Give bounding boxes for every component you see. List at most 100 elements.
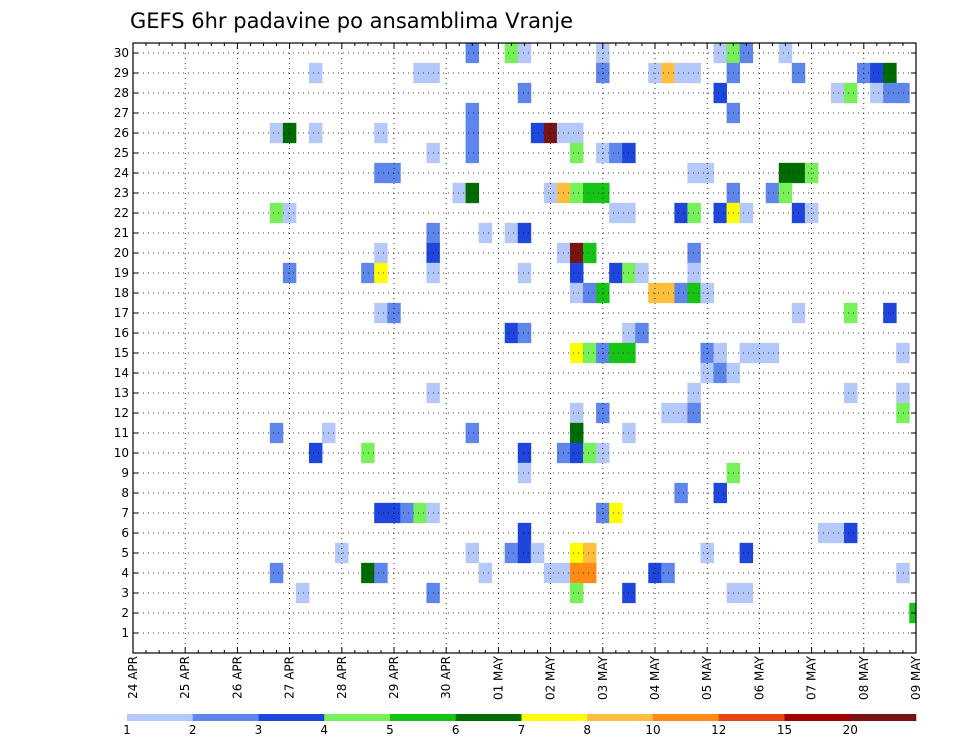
heatmap-cell	[400, 502, 414, 524]
heatmap-cell	[609, 142, 623, 164]
y-tick-label: 20	[114, 246, 129, 260]
x-tick-label: 24 APR	[126, 656, 140, 699]
heatmap-cell	[844, 302, 858, 324]
heatmap-cell	[713, 82, 727, 104]
y-tick-label: 25	[114, 146, 129, 160]
x-tick-label: 06 MAY	[752, 655, 766, 700]
colorbar-tick-label: 2	[189, 723, 197, 737]
heatmap-cell	[374, 162, 388, 184]
heatmap-cell	[687, 382, 701, 404]
heatmap-cell	[517, 222, 532, 244]
heatmap-cell	[361, 442, 375, 464]
heatmap-cell	[517, 442, 532, 464]
x-tick-label: 04 MAY	[648, 655, 662, 700]
colorbar-tick-label: 20	[843, 723, 858, 737]
colorbar-tick-label: 3	[255, 723, 263, 737]
colorbar-swatch	[653, 714, 720, 721]
heatmap-cell	[569, 442, 584, 464]
heatmap-cell	[413, 502, 427, 524]
y-tick-label: 1	[121, 626, 129, 640]
heatmap-cell	[609, 502, 623, 524]
heatmap-cell	[308, 62, 323, 84]
x-tick-label: 02 MAY	[544, 655, 558, 700]
x-tick-label: 30 APR	[439, 656, 453, 699]
heatmap-cell	[569, 122, 584, 144]
heatmap-cell	[465, 42, 480, 64]
heatmap-cell	[739, 202, 754, 224]
heatmap-cell	[713, 362, 727, 384]
heatmap-cell	[609, 342, 623, 364]
heatmap-cell	[609, 202, 623, 224]
heatmap-cell	[569, 262, 584, 284]
x-tick-label: 01 MAY	[491, 655, 505, 700]
heatmap-cell	[583, 242, 597, 264]
heatmap-cell	[569, 402, 584, 424]
y-tick-label: 26	[114, 126, 129, 140]
x-tick-label: 26 APR	[230, 656, 244, 699]
heatmap-cell	[765, 182, 780, 204]
colorbar-swatch	[127, 714, 194, 721]
heatmap-cell	[569, 582, 584, 604]
heatmap-cell	[583, 282, 597, 304]
heatmap-cell	[569, 182, 584, 204]
colorbar-tick-label: 5	[386, 723, 394, 737]
heatmap-cell	[883, 82, 897, 104]
heatmap-cell	[465, 142, 480, 164]
heatmap-cell	[504, 542, 519, 564]
colorbar-swatch	[521, 714, 588, 721]
heatmap-cell	[530, 542, 545, 564]
heatmap-cell	[269, 562, 284, 584]
heatmap-cell	[569, 242, 584, 264]
heatmap-cell	[687, 242, 701, 264]
heatmap-cell	[569, 422, 584, 444]
heatmap-cell	[896, 342, 910, 364]
y-tick-label: 15	[114, 346, 129, 360]
heatmap-cell	[517, 262, 532, 284]
y-tick-label: 22	[114, 206, 129, 220]
heatmap-cell	[452, 182, 466, 204]
heatmap-cell	[517, 462, 532, 484]
heatmap-cell	[687, 202, 701, 224]
y-tick-label: 29	[114, 66, 129, 80]
heatmap-cell	[569, 342, 584, 364]
colorbar-tick-label: 1	[123, 723, 131, 737]
heatmap-cell	[674, 62, 688, 84]
heatmap-cell	[413, 62, 427, 84]
heatmap-cell	[739, 582, 754, 604]
heatmap-cell	[778, 42, 793, 64]
heatmap-cell	[374, 562, 388, 584]
heatmap-cell	[896, 82, 910, 104]
heatmap-cell	[883, 302, 897, 324]
y-tick-label: 12	[114, 406, 129, 420]
y-tick-label: 23	[114, 186, 129, 200]
heatmap-cell	[674, 402, 688, 424]
colorbar-tick-label: 7	[518, 723, 526, 737]
grid-lines	[133, 43, 916, 653]
heatmap-cell	[478, 562, 493, 584]
heatmap-cell	[830, 522, 845, 544]
y-axis: 1234567891011121314151617181920212223242…	[114, 46, 916, 640]
heatmap-cell	[478, 222, 493, 244]
y-tick-label: 27	[114, 106, 129, 120]
x-tick-label: 25 APR	[178, 656, 192, 699]
y-tick-label: 10	[114, 446, 129, 460]
y-tick-label: 8	[121, 486, 129, 500]
heatmap-cell	[308, 122, 323, 144]
colorbar-legend: 1 2 3 4 5 6 7 8 10 12 15 20	[123, 714, 917, 737]
colorbar-swatch	[324, 714, 391, 721]
heatmap-cell	[870, 62, 884, 84]
heatmap-cell	[713, 482, 727, 504]
y-tick-label: 9	[121, 466, 129, 480]
heatmap-cell	[517, 322, 532, 344]
colorbar-tick-label: 15	[777, 723, 792, 737]
y-tick-label: 2	[121, 606, 129, 620]
chart-title: GEFS 6hr padavine po ansamblima Vranje	[130, 9, 573, 33]
heatmap-cell	[465, 122, 480, 144]
colorbar-swatch	[784, 714, 851, 721]
x-tick-label: 03 MAY	[596, 655, 610, 700]
heatmap-cell	[609, 262, 623, 284]
heatmap-cell	[674, 202, 688, 224]
heatmap-cell	[465, 422, 480, 444]
heatmap-cell	[517, 542, 532, 564]
